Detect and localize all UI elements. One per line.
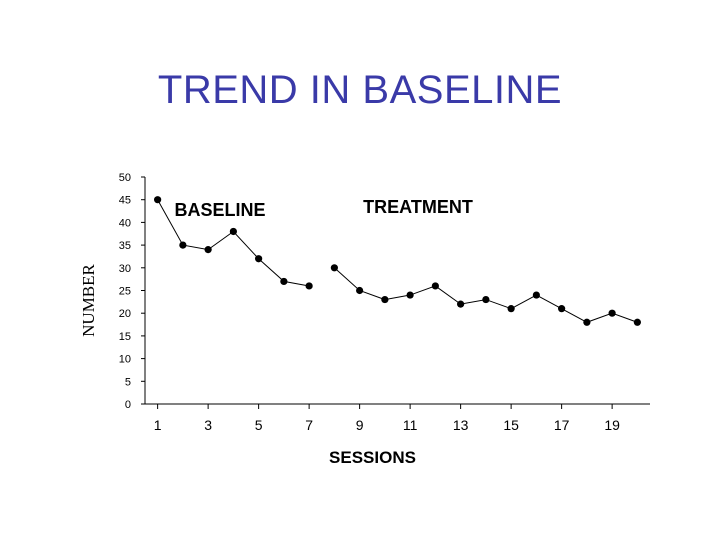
y-tick-label: 0 [125, 399, 131, 411]
y-axis-title: NUMBER [79, 263, 98, 336]
data-point [229, 227, 237, 236]
y-tick-label: 25 [119, 286, 131, 298]
y-tick-label: 20 [119, 308, 131, 320]
slide-title: TREND IN BASELINE [157, 68, 563, 112]
data-point [558, 305, 566, 313]
data-point [204, 246, 212, 254]
y-tick-label: 10 [119, 354, 131, 366]
y-tick-label: 35 [119, 240, 131, 252]
data-point [482, 295, 490, 304]
phase-label: BASELINE [174, 200, 265, 220]
x-tick-label: 19 [604, 417, 620, 433]
data-point [179, 241, 187, 249]
data-point [280, 277, 288, 286]
data-point [507, 305, 515, 313]
data-point [154, 196, 162, 204]
data-point [406, 291, 414, 299]
y-tick-label: 45 [119, 195, 131, 207]
x-tick-label: 7 [305, 417, 313, 433]
y-tick-label: 5 [125, 376, 131, 388]
data-point [608, 309, 616, 317]
y-tick-label: 30 [119, 263, 131, 275]
data-point [583, 318, 591, 326]
data-point [633, 318, 641, 326]
x-axis-title: SESSIONS [329, 448, 416, 467]
phase-label: TREATMENT [363, 197, 473, 217]
data-point [532, 291, 540, 299]
data-point [305, 282, 313, 290]
data-point [457, 300, 465, 308]
data-point [255, 255, 263, 263]
y-tick-label: 15 [119, 331, 131, 343]
y-tick-label: 50 [119, 172, 131, 184]
x-tick-label: 9 [356, 417, 364, 433]
x-tick-label: 17 [554, 417, 570, 433]
x-tick-label: 15 [503, 417, 519, 433]
x-tick-label: 1 [154, 417, 162, 433]
x-tick-label: 3 [204, 417, 212, 433]
y-tick-label: 40 [119, 217, 131, 229]
data-point [356, 286, 364, 295]
series-line [334, 267, 638, 323]
x-tick-label: 11 [403, 417, 418, 433]
x-tick-label: 13 [453, 417, 469, 433]
data-point [330, 264, 338, 272]
data-point [381, 295, 389, 304]
x-tick-label: 5 [255, 417, 263, 433]
data-point [431, 282, 439, 290]
